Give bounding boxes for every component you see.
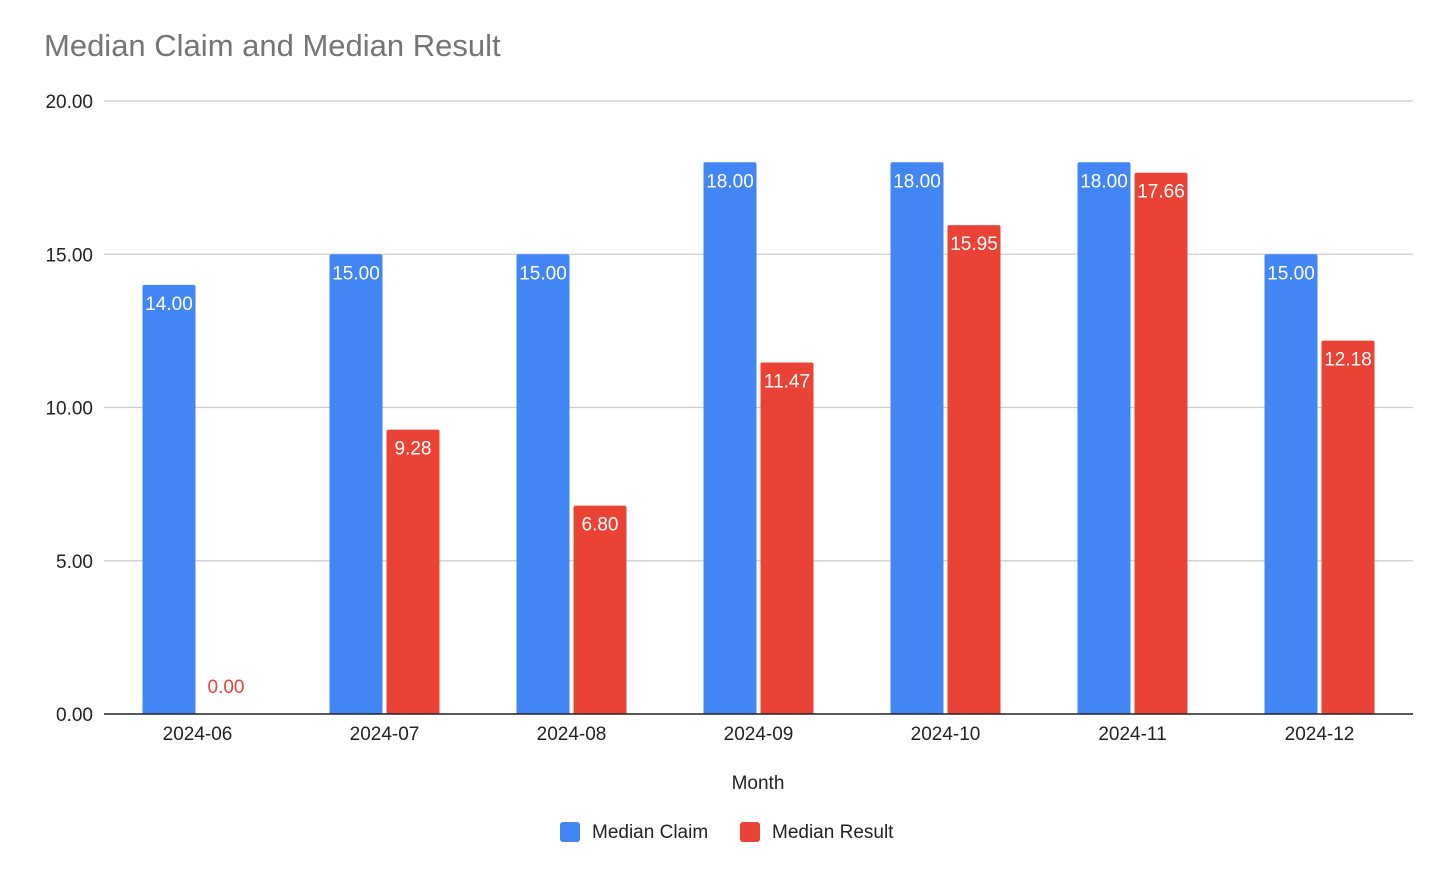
data-label: 11.47: [764, 371, 810, 392]
data-labels: 14.00 0.00 15.00 9.28 15.00 6.80 18.00 11.47 18.…: [145, 171, 1372, 698]
data-label: 18.00: [1080, 171, 1128, 192]
legend: Median Claim Median Result: [560, 822, 894, 843]
x-tick-label: 2024-06: [163, 724, 233, 745]
legend-label: Median Claim: [592, 822, 708, 843]
y-axis-ticks: 0.00 5.00 10.00 15.00 20.00: [45, 92, 93, 726]
data-label: 9.28: [395, 439, 432, 460]
y-tick-label: 15.00: [45, 245, 93, 266]
legend-swatch: [740, 822, 760, 842]
x-tick-label: 2024-07: [350, 724, 420, 745]
y-tick-label: 5.00: [56, 552, 93, 573]
data-label: 18.00: [893, 171, 941, 192]
bar-median-result: [760, 362, 814, 714]
data-label: 15.00: [519, 263, 567, 284]
data-label: 17.66: [1137, 182, 1185, 203]
x-tick-label: 2024-08: [537, 724, 607, 745]
y-tick-label: 0.00: [56, 705, 93, 726]
bar-median-claim: [516, 254, 570, 714]
data-label: 0.00: [208, 677, 245, 698]
legend-swatch: [560, 822, 580, 842]
data-label: 6.80: [582, 515, 619, 536]
x-tick-label: 2024-12: [1285, 724, 1355, 745]
data-label: 15.95: [950, 234, 998, 255]
x-axis-title: Month: [732, 773, 785, 794]
bar-median-result: [1134, 172, 1188, 714]
bar-median-claim: [1264, 254, 1318, 714]
bar-median-result: [386, 429, 440, 714]
x-axis-ticks: 2024-06 2024-07 2024-08 2024-09 2024-10 2024-…: [163, 724, 1355, 745]
gridlines: [104, 100, 1413, 562]
legend-label: Median Result: [772, 822, 894, 843]
bar-median-claim: [329, 254, 383, 714]
x-tick-label: 2024-10: [911, 724, 981, 745]
bars: [142, 162, 1375, 715]
bar-median-result: [1321, 340, 1375, 714]
data-label: 15.00: [1267, 263, 1315, 284]
bar-median-claim: [142, 284, 196, 714]
bar-median-result: [573, 505, 627, 714]
chart-title: Median Claim and Median Result: [44, 28, 501, 63]
y-tick-label: 20.00: [45, 92, 93, 113]
bar-median-claim: [890, 162, 944, 715]
x-tick-label: 2024-11: [1098, 724, 1166, 745]
bar-median-claim: [1077, 162, 1131, 715]
bar-median-result: [947, 225, 1001, 714]
data-label: 12.18: [1324, 350, 1372, 371]
data-label: 18.00: [706, 171, 754, 192]
data-label: 14.00: [145, 294, 193, 315]
data-label: 15.00: [332, 263, 380, 284]
y-tick-label: 10.00: [45, 399, 93, 420]
x-tick-label: 2024-09: [724, 724, 794, 745]
bar-median-claim: [703, 162, 757, 715]
